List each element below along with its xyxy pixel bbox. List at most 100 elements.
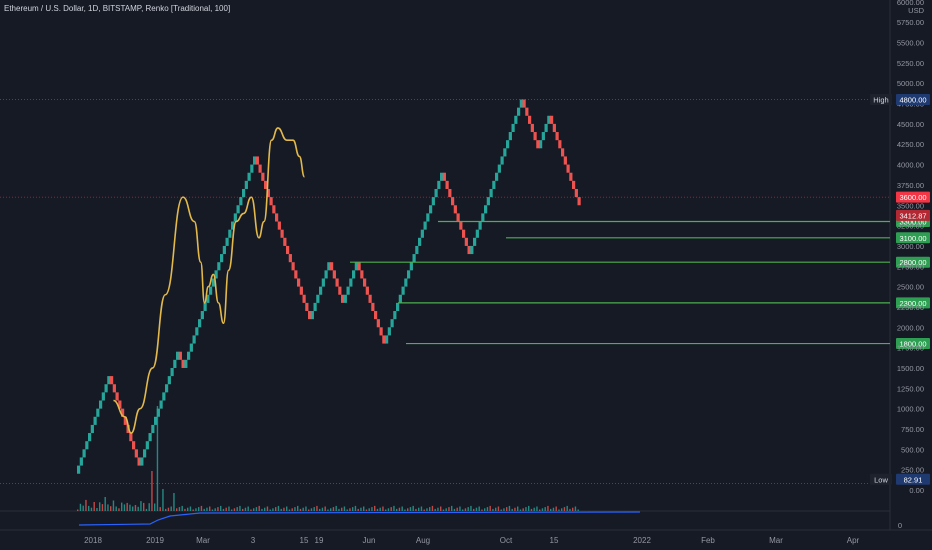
volume-bar	[511, 508, 513, 511]
renko-brick-up	[343, 294, 347, 303]
volume-bar	[343, 506, 346, 511]
time-tick-label: Mar	[196, 536, 210, 545]
renko-brick-up	[500, 156, 504, 165]
renko-brick-up	[544, 123, 548, 133]
price-tick-label: 4000.00	[897, 161, 924, 170]
volume-bar	[464, 508, 467, 511]
price-tick-label: 1750.00	[897, 344, 924, 353]
renko-brick-up	[236, 205, 240, 214]
volume-bar	[77, 509, 79, 511]
volume-bar	[332, 507, 335, 511]
renko-brick-up	[151, 424, 155, 434]
volume-bar	[228, 506, 230, 511]
volume-bar	[198, 507, 200, 511]
renko-brick-up	[541, 132, 545, 141]
renko-brick-up	[154, 416, 158, 425]
renko-brick-up	[423, 221, 427, 230]
renko-brick-up	[99, 400, 103, 409]
renko-brick-up	[393, 311, 397, 320]
volume-bar	[266, 506, 269, 511]
volume-bar	[321, 507, 324, 511]
volume-bar	[349, 508, 351, 511]
renko-brick-down	[178, 351, 182, 360]
renko-brick-down	[258, 164, 262, 173]
volume-bar	[90, 507, 93, 511]
volume-bar	[225, 507, 227, 511]
renko-brick-up	[165, 384, 169, 393]
renko-brick-up	[104, 384, 108, 393]
renko-brick-up	[244, 180, 248, 189]
price-tick-label: 2750.00	[897, 262, 924, 271]
renko-brick-down	[181, 359, 185, 368]
renko-brick-up	[184, 359, 188, 368]
support-level-label: 3300.00	[899, 218, 926, 227]
renko-brick-down	[451, 197, 455, 206]
volume-bar	[82, 505, 84, 511]
renko-brick-down	[302, 294, 306, 303]
renko-brick-down	[530, 123, 534, 133]
volume-bar	[486, 507, 489, 511]
volume-bar	[456, 507, 458, 511]
renko-brick-down	[528, 115, 532, 124]
renko-brick-down	[341, 294, 345, 303]
renko-brick-down	[577, 197, 581, 206]
renko-brick-up	[426, 213, 430, 222]
volume-bar	[184, 508, 186, 511]
volume-bar	[200, 505, 203, 511]
volume-bar	[525, 507, 527, 511]
renko-brick-up	[539, 140, 543, 149]
renko-brick-up	[192, 335, 196, 344]
volume-bar	[115, 506, 117, 511]
volume-bar	[390, 507, 392, 511]
volume-bar	[561, 508, 563, 511]
volume-bar	[396, 508, 398, 511]
renko-brick-up	[88, 433, 92, 442]
price-tick-label: 2000.00	[897, 323, 924, 332]
renko-brick-down	[525, 107, 529, 116]
price-tick-label: 0.00	[909, 486, 924, 495]
renko-brick-up	[489, 188, 493, 198]
volume-bar	[445, 508, 447, 511]
renko-brick-up	[547, 115, 551, 124]
volume-bar	[151, 471, 153, 511]
renko-brick-up	[434, 188, 438, 198]
renko-brick-up	[415, 245, 419, 255]
time-tick-label: Feb	[701, 536, 715, 545]
time-tick-label: Aug	[416, 536, 430, 545]
renko-brick-up	[486, 197, 490, 206]
volume-bar	[566, 505, 568, 511]
renko-brick-down	[129, 433, 133, 442]
renko-brick-down	[283, 237, 287, 246]
volume-bar	[214, 508, 216, 511]
volume-bar	[426, 508, 428, 511]
volume-bar	[93, 502, 95, 511]
volume-bar	[178, 507, 181, 511]
renko-brick-up	[93, 416, 97, 425]
renko-brick-up	[478, 221, 482, 230]
volume-bar	[110, 506, 112, 511]
last-price-badge	[896, 209, 930, 221]
renko-brick-up	[398, 294, 402, 303]
renko-brick-down	[275, 213, 279, 222]
volume-bar	[519, 509, 522, 511]
renko-brick-down	[574, 188, 578, 198]
renko-brick-up	[189, 343, 193, 352]
renko-brick-down	[132, 441, 136, 450]
volume-bar	[277, 505, 280, 511]
renko-brick-down	[330, 262, 334, 271]
volume-bar	[233, 508, 236, 511]
renko-brick-up	[316, 294, 320, 303]
volume-bar	[569, 508, 571, 511]
renko-brick-up	[470, 245, 474, 255]
renko-brick-up	[492, 180, 496, 189]
price-tick-label: 2250.00	[897, 303, 924, 312]
renko-brick-down	[536, 140, 540, 149]
volume-bar	[129, 504, 131, 511]
renko-brick-up	[242, 188, 246, 198]
volume-bar	[101, 504, 104, 511]
time-tick-label: 15	[300, 536, 309, 545]
renko-brick-down	[365, 286, 369, 295]
volume-bar	[437, 507, 439, 511]
volume-bar	[269, 509, 271, 511]
